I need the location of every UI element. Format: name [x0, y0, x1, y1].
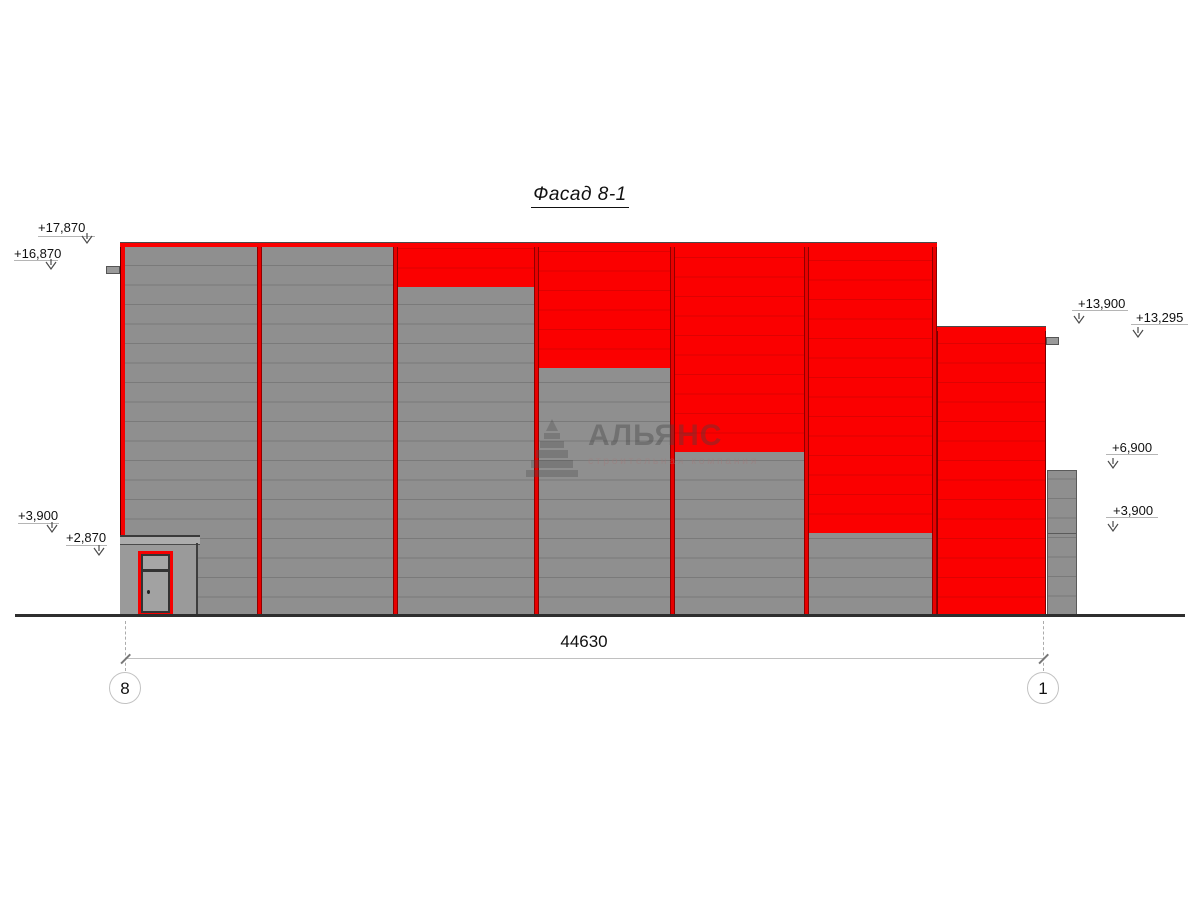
facade-bay-red — [672, 247, 806, 452]
panel-separator — [393, 247, 398, 616]
door-transom-window — [143, 556, 168, 569]
elevation-mark-label: +13,295 — [1136, 310, 1184, 325]
side-structure-seam — [1048, 533, 1076, 534]
extension-line-left — [125, 621, 126, 671]
grid-axis-1-bubble: 1 — [1027, 672, 1059, 704]
elevation-arrow-icon — [45, 259, 57, 271]
grid-axis-8-bubble: 8 — [109, 672, 141, 704]
elevation-mark-line — [1131, 324, 1188, 325]
ground-line — [15, 614, 1185, 617]
dimension-line — [125, 658, 1043, 659]
parapet-coping-main — [120, 242, 937, 247]
facade-bay-gray — [806, 533, 937, 616]
elevation-arrow-icon — [1132, 327, 1144, 339]
elevation-mark-line — [38, 236, 95, 237]
elevation-mark-label: +2,870 — [66, 530, 107, 545]
dimension-value: 44630 — [560, 632, 608, 651]
panel-separator — [670, 247, 675, 616]
elevation-mark-label: +17,870 — [38, 220, 86, 235]
panel-separator — [257, 247, 262, 616]
elevation-mark-label: +16,870 — [14, 246, 62, 261]
left-edge-red-strip — [120, 247, 125, 535]
elevation-arrow-icon — [81, 233, 93, 245]
door-handle — [147, 590, 150, 594]
parapet-coping-low — [937, 326, 1046, 331]
elevation-arrow-icon — [1107, 521, 1119, 533]
elevation-mark-label: +3,900 — [1113, 503, 1154, 518]
porch-right-post — [196, 543, 198, 616]
side-structure — [1047, 470, 1077, 616]
entrance-door — [138, 551, 173, 616]
elevation-mark-label: +6,900 — [1112, 440, 1153, 455]
elevation-arrow-icon — [1073, 313, 1085, 325]
facade-bay-red — [395, 247, 536, 287]
elevation-mark-line — [14, 260, 58, 261]
panel-separator — [932, 247, 937, 616]
extension-line-right — [1043, 621, 1044, 671]
elevation-mark-label: +3,900 — [18, 508, 59, 523]
flashing-tab-left — [106, 266, 120, 274]
flashing-tab-right — [1046, 337, 1059, 345]
elevation-arrow-icon — [46, 522, 58, 534]
panel-separator — [534, 247, 539, 616]
elevation-mark-line — [1072, 310, 1128, 311]
elevation-arrow-icon — [1107, 458, 1119, 470]
facade-bay-red — [937, 331, 1046, 616]
elevation-mark-label: +13,900 — [1078, 296, 1126, 311]
door-leaf — [143, 572, 168, 611]
facade-bay-red — [536, 247, 672, 368]
elevation-mark-line — [66, 545, 107, 546]
drawing-title: Фасад 8-1 — [430, 184, 730, 208]
facade-bay-gray — [259, 247, 395, 616]
facade-bay-gray — [672, 452, 806, 616]
porch-canopy — [120, 535, 200, 545]
facade-bay-red — [806, 247, 937, 533]
elevation-mark-line — [1106, 454, 1158, 455]
elevation-mark-line — [18, 523, 59, 524]
elevation-arrow-icon — [93, 545, 105, 557]
panel-separator — [804, 247, 809, 616]
elevation-mark-line — [1106, 517, 1158, 518]
facade-bay-gray — [536, 368, 672, 616]
facade-bay-gray — [395, 287, 536, 616]
